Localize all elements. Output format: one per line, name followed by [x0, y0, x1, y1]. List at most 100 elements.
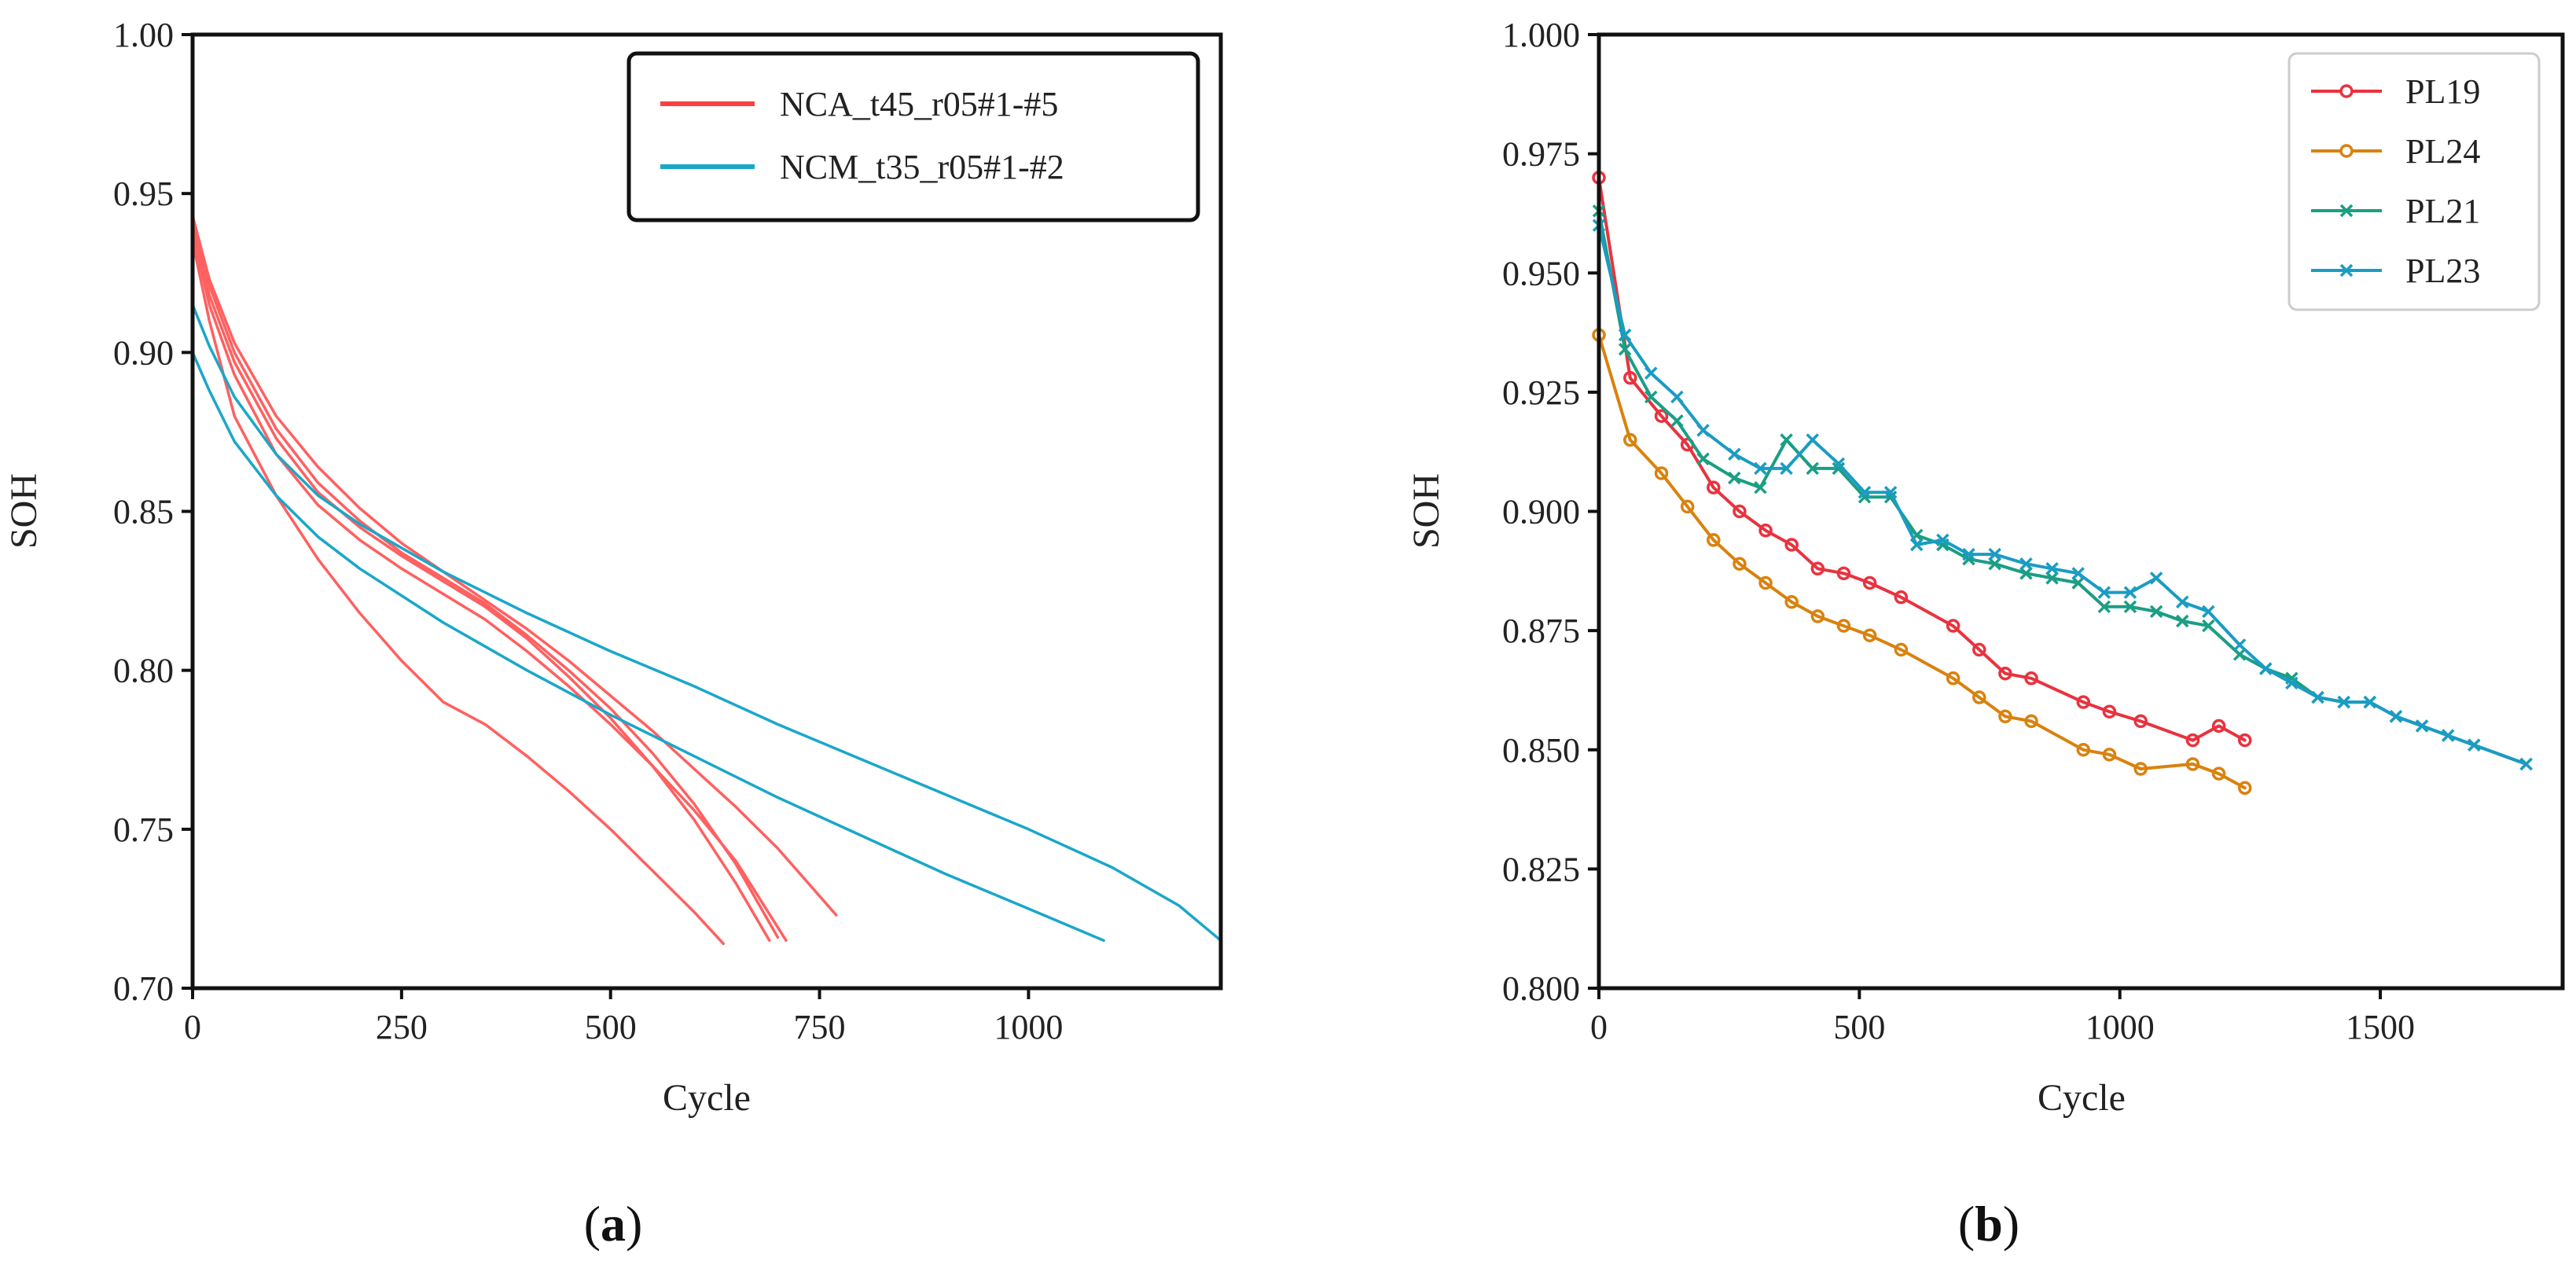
data-point-pl24 — [1972, 690, 1986, 704]
data-point-pl23 — [1832, 457, 1846, 471]
data-point-pl21 — [2019, 567, 2033, 580]
panel-a-frame — [190, 32, 1223, 991]
x-tick-label: 500 — [585, 1008, 637, 1046]
legend-label-nca: NCA_t45_r05#1-#5 — [780, 85, 1058, 123]
panel-a-caption-letter: a — [601, 1196, 626, 1252]
series-line-nca-t45-r05-3 — [191, 217, 780, 939]
data-point-pl23 — [1696, 424, 1710, 437]
data-point-pl24 — [2133, 762, 2148, 776]
legend-label-ncm: NCM_t35_r05#1-#2 — [780, 148, 1064, 186]
data-point-pl23 — [1858, 486, 1872, 499]
data-point-pl21 — [2175, 614, 2189, 628]
data-point-pl21 — [2123, 600, 2137, 614]
data-point-pl21 — [2232, 648, 2247, 661]
data-point-pl23 — [2175, 595, 2189, 608]
data-point-pl23 — [1644, 366, 1658, 380]
data-point-pl24 — [1623, 432, 1637, 447]
data-point-pl23 — [1754, 461, 1767, 476]
legend-label-pl21: PL21 — [2405, 192, 2480, 230]
legend-label-pl19: PL19 — [2405, 72, 2480, 111]
data-point-pl23 — [1670, 390, 1684, 404]
data-point-pl24 — [1894, 642, 1909, 657]
y-tick-label: 0.875 — [1502, 612, 1580, 650]
data-point-pl21 — [1696, 452, 1710, 466]
panel-b-caption: (b) — [1958, 1196, 2019, 1252]
data-point-pl24 — [2024, 714, 2038, 729]
panel-a-legend-box — [627, 51, 1200, 222]
panel-b-caption-close: ) — [2003, 1196, 2019, 1252]
data-point-pl23 — [2123, 586, 2137, 599]
data-point-pl23 — [2202, 605, 2215, 619]
panel-b-tick-labels: 0 500 1000 1500 0.800 0.825 0.850 0.875 0.900 0.9… — [1502, 16, 2415, 1046]
data-point-pl23 — [2311, 690, 2324, 704]
data-point-pl23 — [2389, 710, 2403, 723]
data-point-pl23 — [2285, 676, 2299, 690]
data-point-pl23 — [2232, 638, 2247, 652]
data-point-pl23 — [1728, 447, 1741, 461]
data-point-pl23 — [2337, 695, 2350, 709]
data-point-pl24 — [1758, 575, 1773, 590]
legend-label-pl23: PL23 — [2405, 252, 2480, 290]
data-point-pl24 — [1946, 671, 1960, 686]
data-point-pl23 — [1618, 328, 1632, 342]
data-point-pl19 — [1810, 561, 1825, 576]
x-tick-label: 1000 — [2085, 1008, 2155, 1046]
data-point-pl23 — [2519, 757, 2533, 771]
data-point-pl24 — [1810, 609, 1825, 623]
panel-a-legend: NCA_t45_r05#1-#5 NCM_t35_r05#1-#2 — [627, 51, 1200, 222]
panel-a-xlabel: Cycle — [663, 1077, 751, 1119]
data-point-pl21 — [1780, 433, 1793, 447]
data-point-pl21 — [1728, 471, 1741, 485]
y-tick-label: 1.000 — [1502, 16, 1580, 54]
series-line-nca-t45-r05-1 — [191, 240, 726, 946]
data-point-pl24 — [2102, 748, 2117, 762]
data-point-pl23 — [2019, 557, 2033, 571]
data-point-pl19 — [2133, 714, 2148, 729]
data-point-pl19 — [2024, 671, 2038, 686]
data-point-pl19 — [1654, 409, 1669, 423]
panel-b: 0 500 1000 1500 0.800 0.825 0.850 0.875 0.900 0.9… — [1406, 16, 2565, 1252]
data-point-pl23 — [2071, 567, 2085, 580]
data-point-pl19 — [1707, 480, 1721, 494]
legend-marker-pl21 — [2339, 204, 2354, 218]
data-point-pl19 — [1998, 666, 2012, 681]
data-point-pl24 — [2211, 767, 2226, 781]
data-point-pl21 — [2045, 572, 2059, 585]
data-point-pl19 — [1784, 538, 1799, 552]
y-tick-label: 0.70 — [113, 969, 174, 1008]
data-point-pl23 — [2363, 695, 2377, 709]
y-tick-label: 0.85 — [113, 493, 174, 531]
data-point-pl23 — [2097, 586, 2111, 599]
panel-a-caption-open: ( — [584, 1196, 601, 1252]
data-point-pl21 — [2097, 600, 2111, 614]
panel-b-legend: PL19 PL24 PL21 PL23 — [2288, 52, 2541, 311]
data-point-pl19 — [1623, 370, 1637, 385]
data-point-pl23 — [1962, 547, 1975, 561]
panel-a-plot-area — [191, 214, 1222, 946]
data-point-pl19 — [2076, 695, 2091, 709]
y-tick-label: 0.80 — [113, 652, 174, 690]
panel-a: 0 250 500 750 1000 0.70 0.75 0.80 0.85 0.90 0.95 1.… — [3, 16, 1223, 1252]
panel-b-caption-letter: b — [1975, 1196, 2003, 1252]
data-point-pl21 — [2071, 576, 2085, 590]
series-line-nca-t45-r05-2 — [191, 223, 771, 943]
series-line-ncm-t35-r05-2 — [191, 303, 1222, 943]
data-point-pl19 — [1946, 619, 1960, 633]
y-tick-label: 0.850 — [1502, 731, 1580, 770]
panel-a-ylabel: SOH — [3, 473, 45, 549]
data-point-pl23 — [2045, 562, 2059, 575]
y-tick-label: 1.00 — [113, 16, 174, 54]
series-line-ncm-t35-r05-1 — [191, 351, 1105, 943]
data-point-pl23 — [1988, 547, 2001, 561]
series-line-nca-t45-r05-5 — [191, 214, 838, 917]
data-point-pl21 — [1806, 461, 1819, 476]
series-line-pl19 — [1597, 176, 2247, 742]
y-tick-label: 0.800 — [1502, 969, 1580, 1008]
panel-a-caption: (a) — [584, 1196, 643, 1252]
panel-a-tick-labels: 0 250 500 750 1000 0.70 0.75 0.80 0.85 0.90 0.95 1.… — [113, 16, 1063, 1046]
panel-b-caption-open: ( — [1958, 1196, 1975, 1252]
data-point-pl24 — [1862, 628, 1877, 642]
y-tick-label: 0.825 — [1502, 850, 1580, 888]
data-point-pl24 — [2185, 757, 2200, 771]
data-point-pl21 — [1988, 557, 2001, 571]
